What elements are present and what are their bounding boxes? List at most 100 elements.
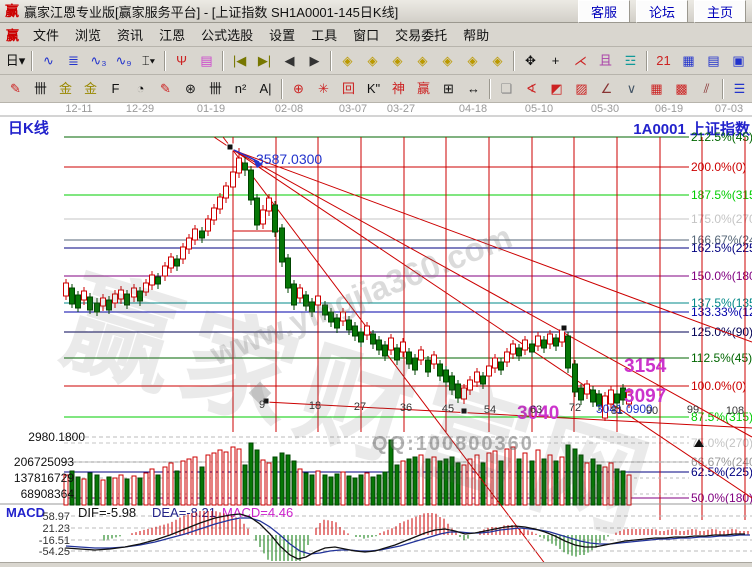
gann-level-label: 133.33%(120) xyxy=(691,305,752,319)
period-selector-icon[interactable]: 日▾ xyxy=(5,53,26,68)
scale-ruler-icon[interactable]: ☰ xyxy=(733,81,746,96)
note-list-icon[interactable]: ≣ xyxy=(68,53,79,68)
calendar-21-icon[interactable]: 21 xyxy=(656,53,671,68)
spiral-icon[interactable]: ◔ xyxy=(136,81,145,96)
menu-item-7[interactable]: 窗口 xyxy=(353,28,380,43)
cycle-circle-icon[interactable]: ⊛ xyxy=(185,81,196,96)
width-measure-icon[interactable]: ↔ xyxy=(467,81,480,96)
red-brush-icon[interactable]: ✎ xyxy=(10,81,21,96)
shaded-fan-icon[interactable]: ◩ xyxy=(550,81,563,96)
color-kline-icon[interactable]: ▤ xyxy=(200,53,213,68)
menu-item-3[interactable]: 江恩 xyxy=(159,28,186,43)
zoom-diamond-7-icon[interactable]: ◈ xyxy=(492,53,503,68)
kline-chart-canvas[interactable]: 12-11 12-29 01-19 02-08 03-07 03-27 04-18 05-10… xyxy=(0,103,752,567)
menu-item-6[interactable]: 工具 xyxy=(311,28,338,43)
candle-body xyxy=(100,297,106,307)
calculator-icon[interactable]: ▦ xyxy=(682,53,695,68)
shen-tool-icon[interactable]: 神 xyxy=(391,81,405,96)
golden-section-icon[interactable]: 金 xyxy=(58,81,72,96)
menu-item-4[interactable]: 公式选股 xyxy=(201,28,254,43)
zoom-diamond-4-icon[interactable]: ◈ xyxy=(417,53,428,68)
menu-item-0[interactable]: 文件 xyxy=(33,28,60,43)
zoom-diamond-1-icon[interactable]: ◈ xyxy=(342,53,353,68)
first-bar-icon[interactable]: |◀ xyxy=(232,53,247,68)
last-bar-icon[interactable]: ▶| xyxy=(257,53,272,68)
menu-item-2[interactable]: 资讯 xyxy=(117,28,144,43)
notepad-icon[interactable]: ▤ xyxy=(707,53,720,68)
zoom-diamond-5-icon[interactable]: ◈ xyxy=(442,53,453,68)
red-grid2-icon[interactable]: ▩ xyxy=(675,81,688,96)
volume-bar xyxy=(559,456,565,506)
boxed-target-icon[interactable]: 回 xyxy=(341,81,355,96)
menu-item-1[interactable]: 浏览 xyxy=(75,28,102,43)
volume-bar xyxy=(370,476,376,506)
wave-3-icon[interactable]: ∿₃ xyxy=(90,53,107,68)
hand-drag-icon[interactable]: ✥ xyxy=(525,53,536,68)
wave-9-icon[interactable]: ∿₉ xyxy=(115,53,132,68)
candle-body xyxy=(510,343,516,355)
zigzag-wave-icon[interactable]: ∿ xyxy=(43,53,54,68)
angle-measure-icon[interactable]: ⋌ xyxy=(574,53,587,68)
anchor-marker xyxy=(460,407,468,415)
bottom-scrollbar[interactable] xyxy=(0,562,752,567)
candle-style-icon[interactable]: ⌶▾ xyxy=(141,53,156,68)
prev-bar-icon[interactable]: ◀ xyxy=(284,53,295,68)
candle-body xyxy=(149,274,155,286)
gann-number: 108 xyxy=(726,405,744,417)
volume-bar xyxy=(522,452,528,506)
candle-body xyxy=(498,361,504,371)
zoom-diamond-6-icon[interactable]: ◈ xyxy=(467,53,478,68)
ruler-123-icon[interactable]: ⊞ xyxy=(443,81,454,96)
shaded-grid-icon[interactable]: ▨ xyxy=(575,81,588,96)
volume-bar xyxy=(516,458,522,506)
candle-body xyxy=(211,207,217,221)
k-quote-icon[interactable]: K" xyxy=(366,81,381,96)
forum-button[interactable]: 论坛 xyxy=(635,0,688,23)
price-target-label: 3097 xyxy=(624,386,666,407)
yingjia-icon[interactable]: 赢 xyxy=(416,81,430,96)
box-select-icon[interactable]: ❏ xyxy=(500,81,513,96)
parallel-lines-icon[interactable]: ⫽ xyxy=(703,81,710,96)
menu-item-5[interactable]: 设置 xyxy=(269,28,296,43)
fence-grid-icon[interactable]: 卌 xyxy=(33,81,47,96)
customer-service-button[interactable]: 客服 xyxy=(577,0,630,23)
crosshair-icon[interactable]: + xyxy=(551,53,560,68)
toolbar-separator xyxy=(330,50,332,71)
volume-bar xyxy=(87,472,93,506)
next-bar-icon[interactable]: ▶ xyxy=(309,53,320,68)
candle-body xyxy=(364,325,370,336)
save-icon[interactable]: ▣ xyxy=(732,53,745,68)
zoom-diamond-3-icon[interactable]: ◈ xyxy=(392,53,403,68)
zoom-diamond-2-icon[interactable]: ◈ xyxy=(367,53,378,68)
dea-line xyxy=(65,517,750,555)
rays-fan-icon[interactable]: ∢ xyxy=(526,81,537,96)
trend-angle-icon[interactable]: ∠ xyxy=(600,81,613,96)
chart-area[interactable]: 12-11 12-29 01-19 02-08 03-07 03-27 04-18 05-10… xyxy=(0,103,752,567)
red-grid-icon[interactable]: ▦ xyxy=(650,81,663,96)
menu-item-8[interactable]: 交易委托 xyxy=(395,28,448,43)
volume-bar xyxy=(553,460,559,506)
text-label-icon[interactable]: A| xyxy=(259,81,272,96)
golden-ratio-icon[interactable]: 金 xyxy=(83,81,97,96)
menu-item-9[interactable]: 帮助 xyxy=(463,28,490,43)
gann-target-icon[interactable]: ⊕ xyxy=(293,81,304,96)
candle-body xyxy=(559,329,565,343)
n-square-icon[interactable]: n² xyxy=(234,81,247,96)
marker-pen-icon[interactable]: ✎ xyxy=(160,81,171,96)
brain-analysis-icon[interactable]: ☲ xyxy=(624,53,637,68)
check-wave-icon[interactable]: ∨ xyxy=(626,81,637,96)
peak-arrow-head xyxy=(253,159,263,168)
volume-bar xyxy=(254,449,260,506)
volume-bar xyxy=(315,470,321,506)
ruler-f-icon[interactable]: F xyxy=(111,81,120,96)
homepage-button[interactable]: 主页 xyxy=(693,0,746,23)
gann-pattern-icon[interactable]: Ψ xyxy=(176,53,187,68)
magic-tool-icon[interactable]: 且 xyxy=(598,53,612,68)
volume-bar xyxy=(358,474,364,506)
menu-logo-icon: 赢 xyxy=(6,28,20,43)
volume-bar xyxy=(309,474,315,506)
gann-level-label: 75.0%(270) xyxy=(691,436,752,450)
starburst-icon[interactable]: ✳ xyxy=(318,81,329,96)
volume-bar xyxy=(303,472,309,506)
fence2-icon[interactable]: 卌 xyxy=(208,81,222,96)
